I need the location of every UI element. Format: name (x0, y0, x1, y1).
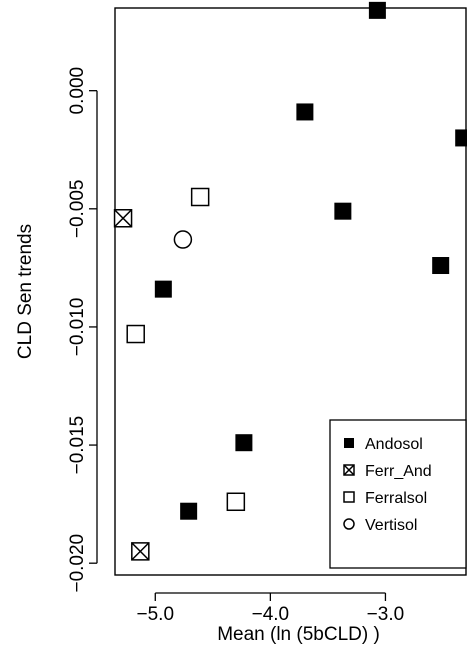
y-axis-label: CLD Sen trends (15, 224, 36, 359)
data-point (368, 1, 386, 19)
y-tick-label: 0.000 (67, 67, 88, 115)
data-point (235, 434, 253, 452)
data-point (296, 103, 314, 121)
x-tick-label: −5.0 (137, 604, 175, 625)
plot-area (113, 1, 467, 576)
data-point (455, 129, 467, 147)
data-point (154, 280, 172, 298)
data-point (113, 209, 133, 228)
y-tick-label: −0.010 (67, 298, 88, 357)
legend-marker (343, 464, 355, 476)
data-point (334, 202, 352, 220)
axes: −5.0 −4.0 −3.0 0.000 −0.005 −0.010 −0.015 −0.02… (67, 67, 404, 625)
data-point (190, 187, 210, 207)
data-point (126, 324, 145, 344)
y-tick-label: −0.005 (67, 179, 88, 238)
y-tick-label: −0.020 (67, 534, 88, 593)
legend-label: Ferr_And (365, 463, 432, 480)
data-point (432, 257, 450, 275)
x-tick-label: −3.0 (367, 604, 405, 625)
legend-marker (343, 491, 355, 503)
data-point (226, 492, 246, 512)
legend: Andosol Ferr_And Ferralsol Vertisol (329, 419, 467, 569)
legend-label: Vertisol (365, 517, 417, 534)
y-tick-label: −0.015 (67, 416, 88, 475)
x-axis-label: Mean (ln (5bCLD) ) (217, 624, 380, 645)
data-point (173, 230, 193, 249)
legend-label: Ferralsol (365, 490, 427, 507)
legend-marker (343, 518, 355, 530)
data-point (180, 502, 198, 520)
x-tick-label: −4.0 (252, 604, 290, 625)
legend-marker (344, 438, 354, 448)
legend-label: Andosol (365, 436, 423, 453)
data-point (131, 542, 150, 561)
plot-frame (114, 7, 467, 576)
